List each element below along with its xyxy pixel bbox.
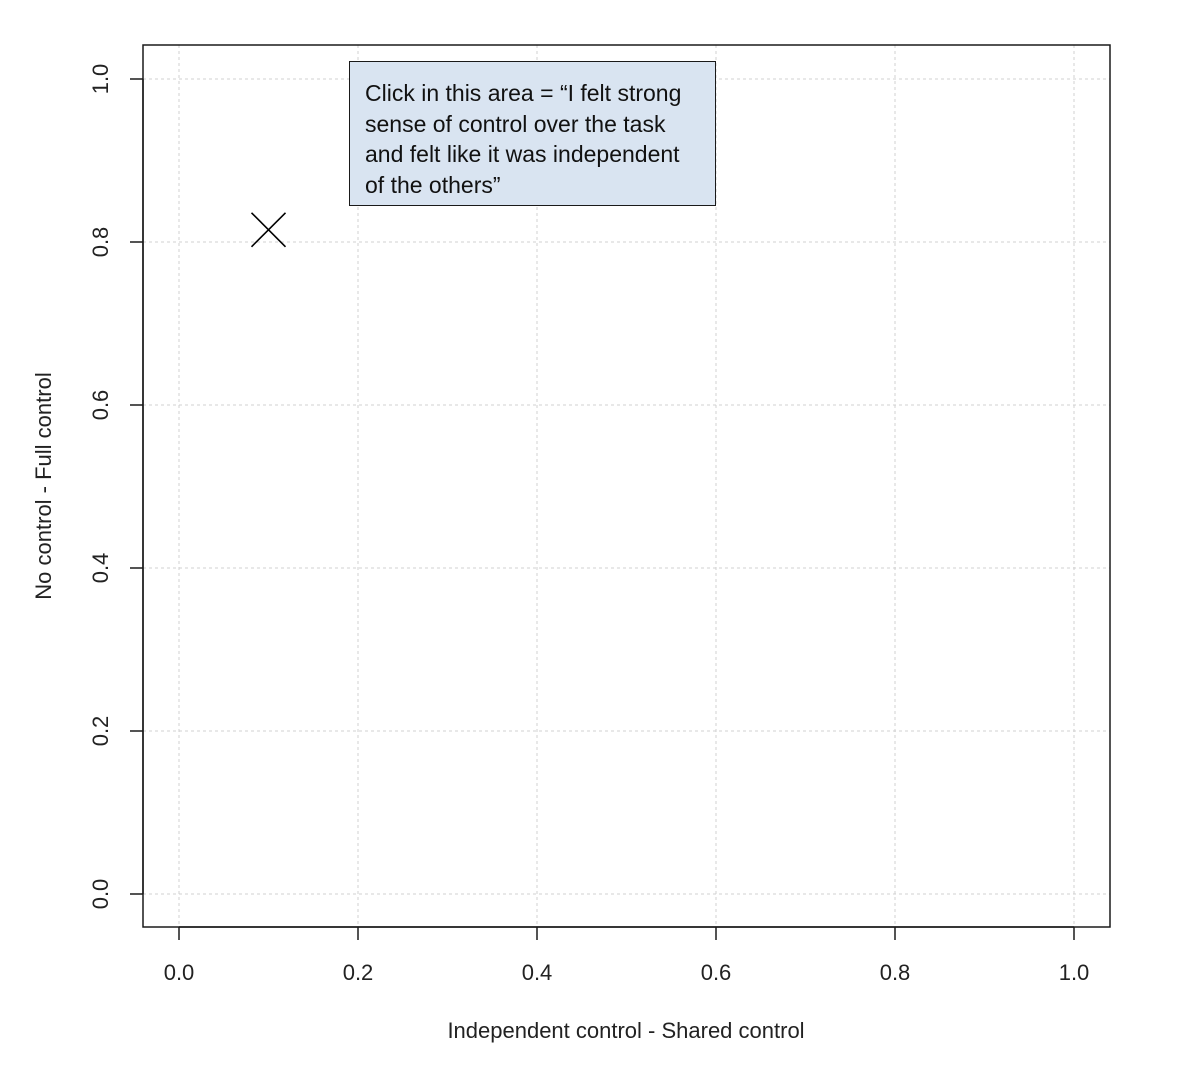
y-tick-label: 0.8 <box>88 227 113 258</box>
x-tick-label: 0.6 <box>701 960 732 985</box>
x-tick-label: 0.2 <box>343 960 374 985</box>
y-axis-label: No control - Full control <box>31 372 56 599</box>
x-tick-label: 0.8 <box>880 960 911 985</box>
data-point-x-marker <box>250 212 287 248</box>
axes: 0.0 0.2 0.4 0.6 0.8 1.0 0.0 0.2 0.4 0.6 0.8 1.0 <box>88 64 1089 985</box>
x-tick-label: 0.0 <box>164 960 195 985</box>
y-tick-label: 0.6 <box>88 390 113 421</box>
x-tick-label: 1.0 <box>1059 960 1090 985</box>
y-tick-label: 0.0 <box>88 879 113 910</box>
y-tick-label: 1.0 <box>88 64 113 95</box>
y-tick-label: 0.2 <box>88 716 113 747</box>
x-tick-label: 0.4 <box>522 960 553 985</box>
data-points <box>250 212 287 248</box>
annotation-box: Click in this area = “I felt strong sens… <box>349 61 716 206</box>
x-axis-label: Independent control - Shared control <box>447 1018 804 1043</box>
y-tick-label: 0.4 <box>88 553 113 584</box>
marker-stroke <box>250 212 287 248</box>
